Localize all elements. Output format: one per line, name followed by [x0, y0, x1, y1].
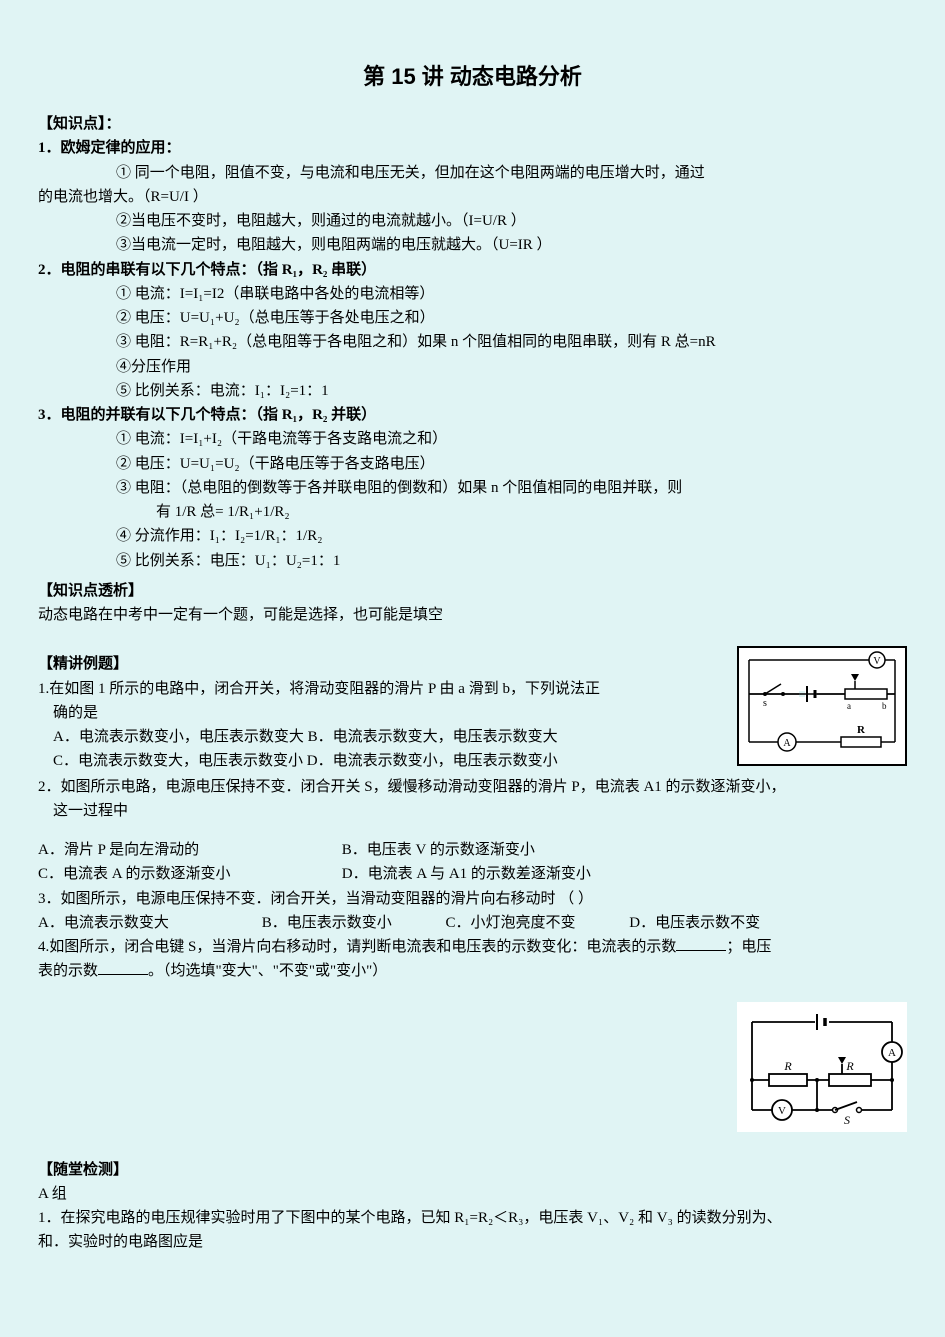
- point-line: 2．电阻的串联有以下几个特点：（指 R₁，R₂ 串联）: [38, 259, 907, 282]
- voltmeter-label: V: [873, 656, 881, 667]
- body-line: ① 电流：I=I₁+I₂（干路电流等于各支路电流之和）: [38, 428, 907, 451]
- option-line: A．电流表示数变小，电压表示数变大 B．电流表示数变大，电压表示数变大: [38, 726, 727, 749]
- ammeter-label: A: [888, 1047, 896, 1059]
- rheostat-label: R: [845, 1059, 854, 1073]
- blank-field[interactable]: [98, 960, 148, 975]
- q4-text-d: 。（均选填"变大"、"不变"或"变小"）: [148, 963, 387, 979]
- body-line: ④分压作用: [38, 356, 907, 379]
- option: D．电流表 A 与 A1 的示数差逐渐变小: [342, 866, 591, 882]
- section-heading: 【知识点】：: [38, 112, 907, 135]
- body-line: 表的示数 。（均选填"变大"、"不变"或"变小"）: [38, 960, 907, 983]
- option: A．电流表示数变大: [38, 912, 258, 935]
- option: D．电压表示数不变: [629, 915, 760, 931]
- label-a: a: [847, 701, 851, 711]
- resistor-label: R: [783, 1059, 792, 1073]
- point-line: 3．电阻的并联有以下几个特点：（指 R₁，R₂ 并联）: [38, 404, 907, 427]
- voltmeter-label: V: [778, 1105, 786, 1117]
- section-heading: 【知识点透析】: [38, 579, 907, 602]
- body-line: 这一过程中: [38, 800, 907, 823]
- option-row: A．电流表示数变大 B．电压表示数变小 C．小灯泡亮度不变 D．电压表示数不变: [38, 912, 907, 935]
- body-line: ②当电压不变时，电阻越大，则通过的电流就越小。（I=U/R ）: [38, 210, 907, 233]
- switch-label: S: [844, 1113, 850, 1127]
- body-line: 2．如图所示电路，电源电压保持不变．闭合开关 S，缓慢移动滑动变阻器的滑片 P，…: [38, 776, 907, 799]
- option-line: C．电流表示数变大，电压表示数变小 D．电流表示数变小，电压表示数变小: [38, 750, 727, 773]
- group-label: A 组: [38, 1183, 907, 1206]
- circuit-diagram-2: A R R V S: [737, 1002, 907, 1132]
- q4-text-a: 4.如图所示，闭合电键 S，当滑片向右移动时，请判断电流表和电压表的示数变化：电…: [38, 939, 676, 955]
- body-line: 1.在如图 1 所示的电路中，闭合开关，将滑动变阻器的滑片 P 由 a 滑到 b…: [38, 678, 727, 701]
- blank-field[interactable]: [676, 936, 726, 951]
- section-heading: 【精讲例题】: [38, 652, 727, 675]
- resistor-label: R: [857, 724, 866, 736]
- body-line: ③ 电阻：R=R₁+R₂（总电阻等于各电阻之和）如果 n 个阻值相同的电阻串联，…: [38, 331, 907, 354]
- option: C．电流表 A 的示数逐渐变小: [38, 863, 338, 886]
- body-line: ① 同一个电阻，阻值不变，与电流和电压无关，但加在这个电阻两端的电压增大时，通过: [38, 162, 907, 185]
- ammeter-label: A: [783, 738, 791, 749]
- body-line: ② 电压：U=U₁+U₂（总电压等于各处电压之和）: [38, 307, 907, 330]
- option: A．滑片 P 是向左滑动的: [38, 839, 338, 862]
- q4-text-c: 表的示数: [38, 963, 98, 979]
- body-line: 确的是: [38, 702, 727, 725]
- body-line: 1．在探究电路的电压规律实验时用了下图中的某个电路，已知 R₁=R₂＜R₃，电压…: [38, 1207, 907, 1230]
- body-line: 3．如图所示，电源电压保持不变．闭合开关，当滑动变阻器的滑片向右移动时 （ ）: [38, 888, 907, 911]
- body-line: 4.如图所示，闭合电键 S，当滑片向右移动时，请判断电流表和电压表的示数变化：电…: [38, 936, 907, 959]
- body-line: ④ 分流作用：I₁：I₂=1/R₁：1/R₂: [38, 525, 907, 548]
- diagram-row: A R R V S: [38, 1002, 907, 1132]
- option: B．电压表示数变小: [262, 912, 442, 935]
- option-row: C．电流表 A 的示数逐渐变小 D．电流表 A 与 A1 的示数差逐渐变小: [38, 863, 907, 886]
- body-line: 和．实验时的电路图应是: [38, 1231, 907, 1254]
- example-block: 【精讲例题】 1.在如图 1 所示的电路中，闭合开关，将滑动变阻器的滑片 P 由…: [38, 646, 907, 774]
- body-line: 的电流也增大。（R=U/I ）: [38, 186, 907, 209]
- label-b: b: [882, 701, 887, 711]
- option: B．电压表 V 的示数逐渐变小: [342, 842, 535, 858]
- section-heading: 【随堂检测】: [38, 1158, 907, 1181]
- document-page: 第 15 讲 动态电路分析 【知识点】： 1．欧姆定律的应用： ① 同一个电阻，…: [0, 0, 945, 1296]
- circuit-diagram-1: V s a b: [737, 646, 907, 766]
- body-line: ⑤ 比例关系：电压：U₁：U₂=1：1: [38, 550, 907, 573]
- switch-label: s: [763, 698, 767, 709]
- body-line: 有 1/R 总= 1/R₁+1/R₂: [38, 501, 907, 524]
- body-line: ① 电流：I=I₁=I2（串联电路中各处的电流相等）: [38, 283, 907, 306]
- point-line: 1．欧姆定律的应用：: [38, 137, 907, 160]
- body-line: ② 电压：U=U₁=U₂（干路电压等于各支路电压）: [38, 453, 907, 476]
- body-line: ③当电流一定时，电阻越大，则电阻两端的电压就越大。（U=IR ）: [38, 234, 907, 257]
- body-line: 动态电路在中考中一定有一个题，可能是选择，也可能是填空: [38, 604, 907, 627]
- body-line: ⑤ 比例关系：电流：I₁：I₂=1：1: [38, 380, 907, 403]
- body-line: ③ 电阻：（总电阻的倒数等于各并联电阻的倒数和）如果 n 个阻值相同的电阻并联，…: [38, 477, 907, 500]
- page-title: 第 15 讲 动态电路分析: [38, 60, 907, 94]
- option-row: A．滑片 P 是向左滑动的 B．电压表 V 的示数逐渐变小: [38, 839, 907, 862]
- option: C．小灯泡亮度不变: [446, 912, 626, 935]
- q4-text-b: ；电压: [726, 939, 771, 955]
